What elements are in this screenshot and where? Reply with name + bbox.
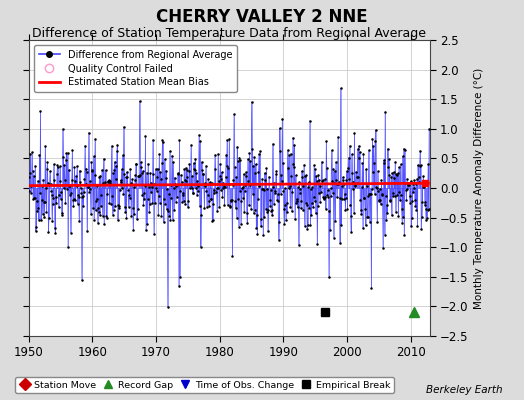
Text: CHERRY VALLEY 2 NNE: CHERRY VALLEY 2 NNE xyxy=(156,8,368,26)
Y-axis label: Monthly Temperature Anomaly Difference (°C): Monthly Temperature Anomaly Difference (… xyxy=(474,67,484,309)
Title: Difference of Station Temperature Data from Regional Average: Difference of Station Temperature Data f… xyxy=(32,27,426,40)
Legend: Station Move, Record Gap, Time of Obs. Change, Empirical Break: Station Move, Record Gap, Time of Obs. C… xyxy=(15,377,394,393)
Legend: Difference from Regional Average, Quality Control Failed, Estimated Station Mean: Difference from Regional Average, Qualit… xyxy=(34,45,237,92)
Text: Berkeley Earth: Berkeley Earth xyxy=(427,385,503,395)
